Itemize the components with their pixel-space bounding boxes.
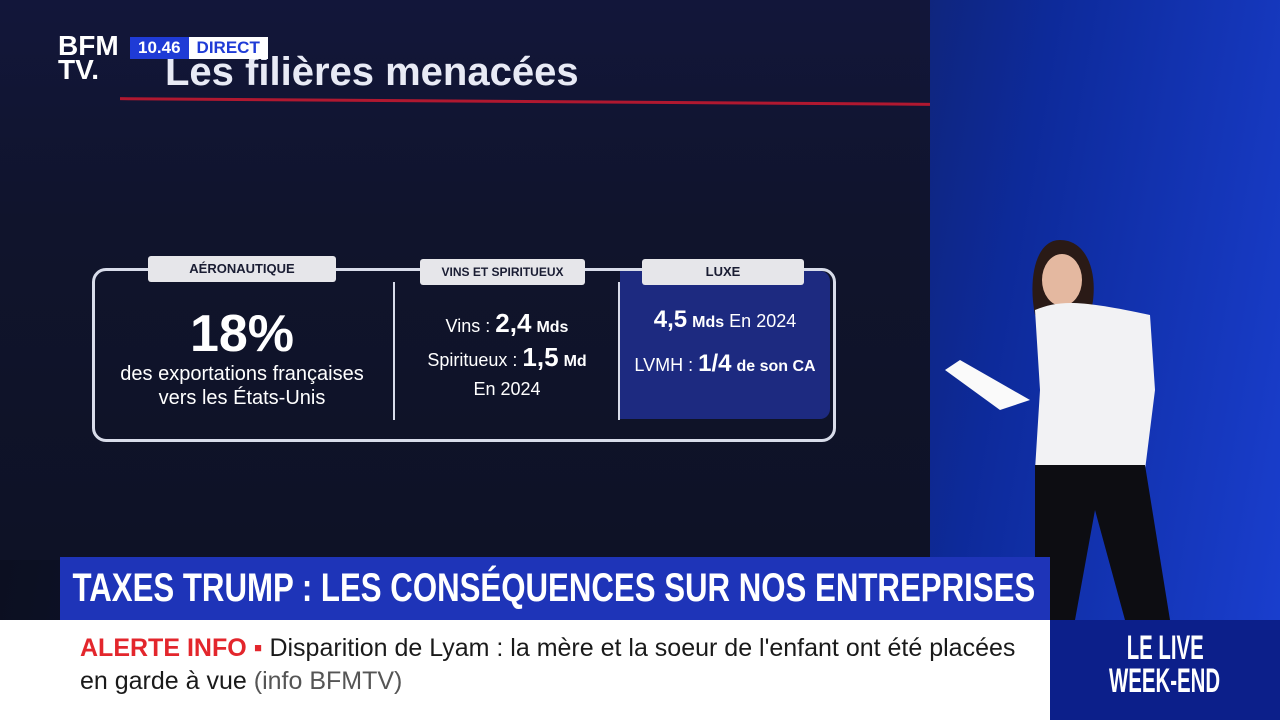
logo-text: BFM [58,30,119,61]
show-badge: LE LIVE WEEK-END [1050,620,1280,720]
row-amount: 4,5 [653,306,688,333]
row-amount: 2,4 [495,308,532,338]
channel-logo: BFM TV. [58,30,119,85]
row-unit: Mds [536,319,569,336]
row-note: En 2024 [729,311,797,331]
ticker-source: (info BFMTV) [253,667,403,695]
row-name: LVMH : [634,355,694,375]
headline-bar: TAXES TRUMP : LES CONSÉQUENCES SUR NOS E… [60,557,1050,620]
ticker-label: ALERTE INFO [80,634,247,662]
logo-text: TV. [58,54,99,85]
panel-text: des exportations françaises vers les Éta… [120,363,364,409]
live-status: DIRECT [196,38,260,57]
ticker: ALERTE INFO ▪ Disparition de Lyam : la m… [0,620,1050,720]
ticker-dot: ▪ [253,634,263,662]
ticker-content: ALERTE INFO ▪ Disparition de Lyam : la m… [80,632,1040,698]
panel-highlight [620,271,830,419]
row-unit: Md [563,353,587,370]
panel-label: AÉRONAUTIQUE [148,256,336,282]
row-name: Spiritueux : [427,350,518,370]
row-amount: 1/4 [698,350,732,377]
panel-row: 4,5 Mds En 2024 [620,306,830,334]
panel-figure: 18% [189,305,295,363]
clock-time: 10.46 [130,37,189,59]
presenter [945,240,1170,620]
panel-row: Vins : 2,4 Mds [396,308,618,339]
row-name: Vins : [445,316,491,336]
show-name: LE LIVE [1126,629,1204,667]
panel-row: Spiritueux : 1,5 Md [396,342,618,373]
panel-label: VINS ET SPIRITUEUX [420,259,585,285]
show-name: WEEK-END [1109,662,1221,700]
row-amount: 1,5 [522,342,559,372]
panel-note: En 2024 [473,379,541,399]
panel-label: LUXE [642,259,804,285]
headline: TAXES TRUMP : LES CONSÉQUENCES SUR NOS E… [72,566,1036,610]
ticker-text: Disparition de Lyam : la mère et la soeu… [80,634,1016,695]
clock-badge: 10.46 DIRECT [130,37,268,59]
row-unit: Mds [692,314,725,331]
separator [393,282,395,420]
separator [618,282,620,420]
row-unit: de son CA [736,358,816,375]
panel-row: LVMH : 1/4 de son CA [620,350,830,378]
